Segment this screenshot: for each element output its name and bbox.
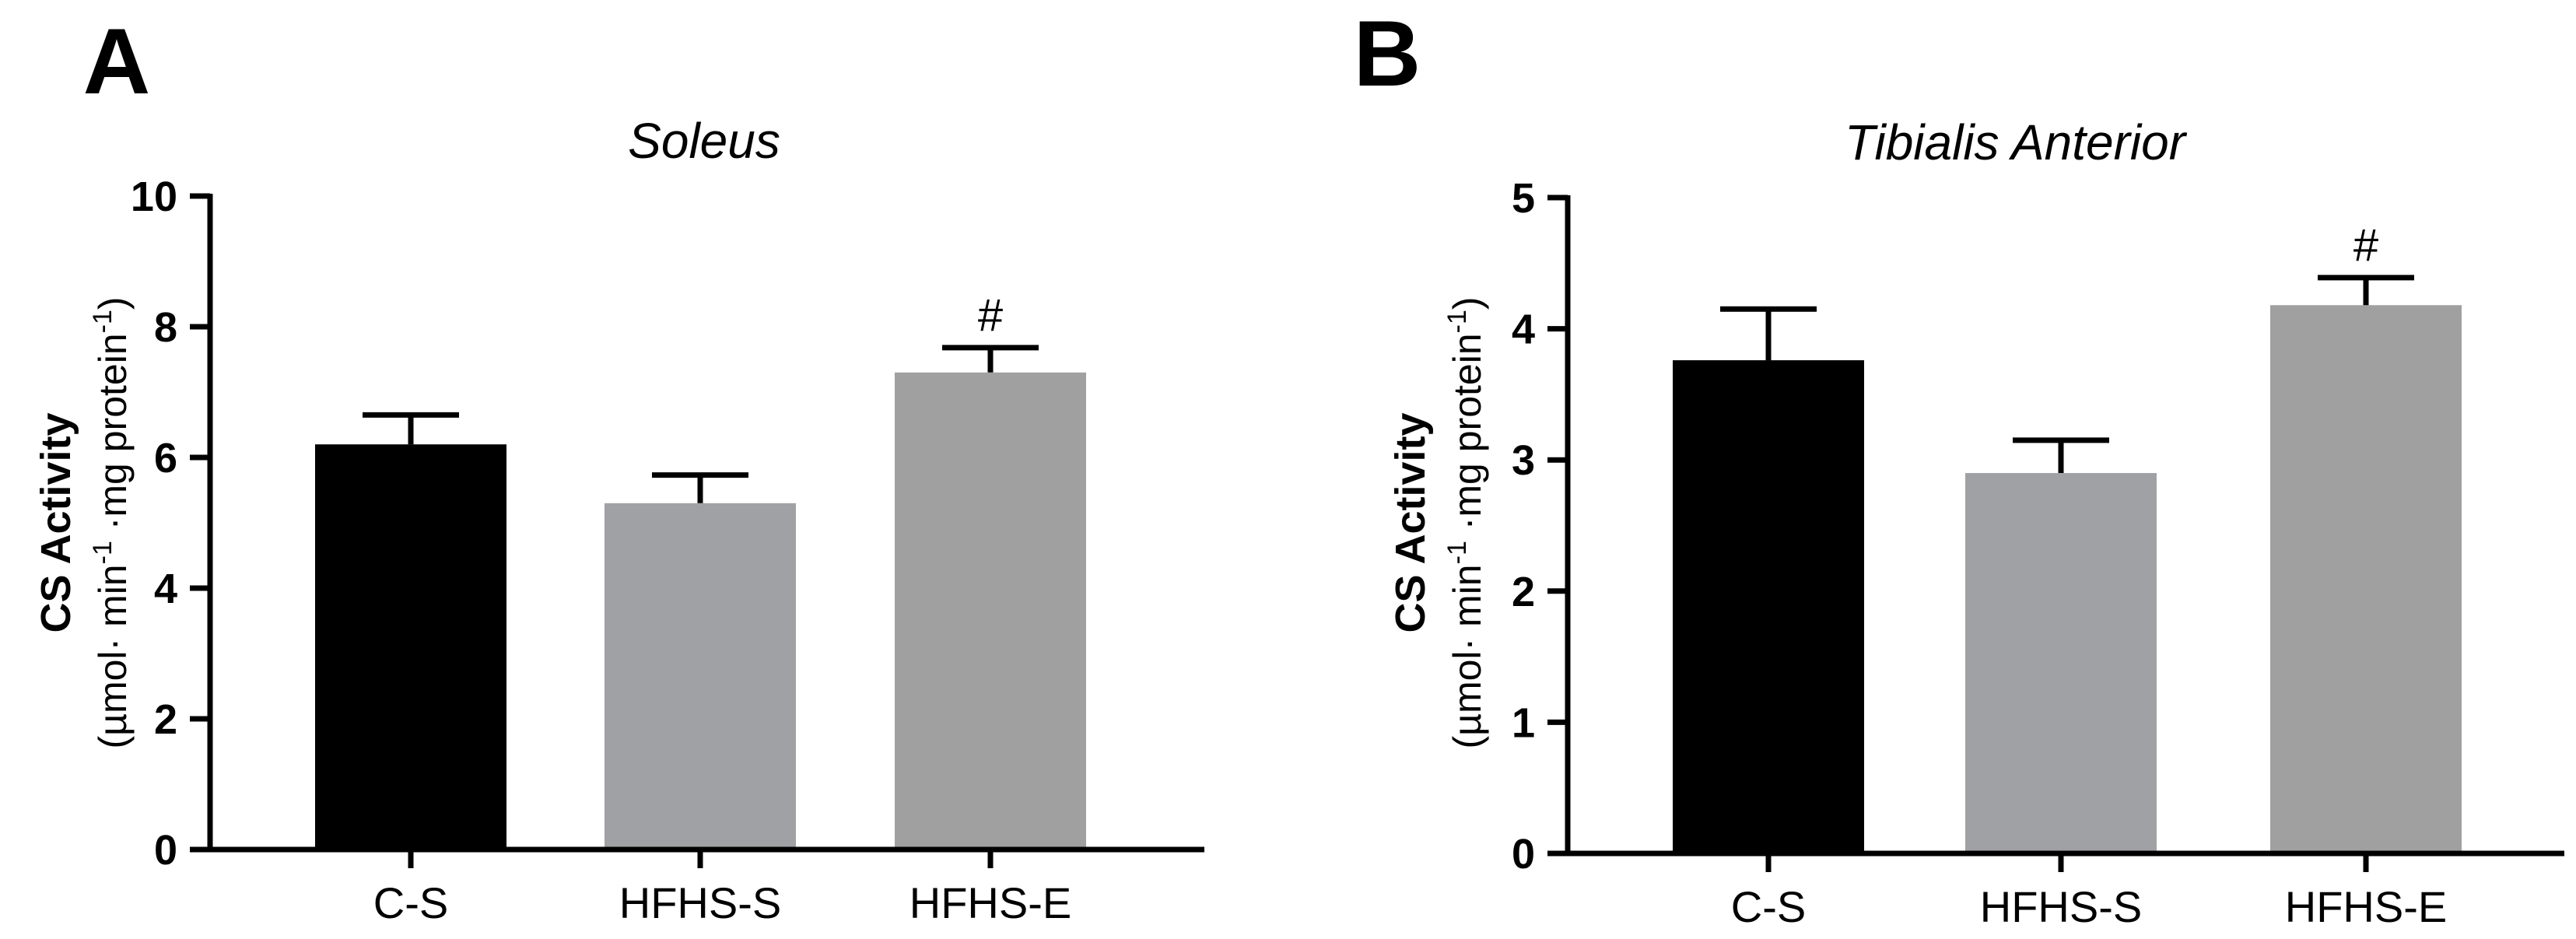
y-axis-label-main: CS Activity	[1387, 412, 1434, 632]
y-tick-label: 1	[1512, 699, 1535, 746]
unit-text: (µmol· min	[91, 564, 135, 748]
unit-superscript: -1	[88, 541, 117, 564]
y-tick-label: 8	[154, 304, 177, 351]
unit-superscript: -1	[88, 310, 117, 333]
bar-hfhs-e	[895, 372, 1086, 850]
x-tick-label: C-S	[1731, 882, 1806, 931]
bar-c-s	[1673, 360, 1864, 854]
y-tick-label: 10	[131, 173, 177, 220]
y-axis-label: CS Activity(µmol· min-1 ·mg protein-1)	[33, 296, 135, 748]
y-axis-label: CS Activity(µmol· min-1 ·mg protein-1)	[1387, 296, 1489, 748]
x-tick-label: HFHS-E	[2285, 882, 2447, 931]
unit-text: (µmol· min	[1446, 564, 1489, 748]
y-tick-label: 2	[154, 696, 177, 743]
x-tick-label: HFHS-S	[1980, 882, 2142, 931]
y-axis-label-main: CS Activity	[33, 412, 79, 632]
unit-text: )	[91, 296, 135, 310]
bar-c-s	[315, 444, 506, 850]
unit-text: )	[1446, 296, 1489, 310]
bar-hfhs-e	[2270, 305, 2462, 853]
panel-letter-b: B	[1354, 2, 1421, 106]
x-tick-label: HFHS-S	[619, 878, 781, 927]
y-tick-label: 4	[1512, 307, 1535, 353]
y-tick-label: 3	[1512, 437, 1535, 484]
y-axis-label-units: (µmol· min-1 ·mg protein-1)	[88, 296, 135, 748]
unit-superscript: -1	[1442, 541, 1472, 564]
y-tick-label: 2	[1512, 569, 1535, 615]
bar-hfhs-s	[605, 503, 796, 850]
x-tick-label: C-S	[373, 878, 448, 927]
x-tick-label: HFHS-E	[909, 878, 1071, 927]
y-tick-label: 4	[154, 566, 177, 612]
unit-superscript: -1	[1442, 310, 1472, 333]
unit-text: ·mg protein	[1446, 333, 1489, 541]
chart-panel-a: A Soleus CS Activity (µmol· min-1 ·mg prote…	[33, 9, 1204, 927]
unit-text: ·mg protein	[91, 333, 135, 541]
chart-title: Soleus	[628, 113, 780, 169]
y-tick-label: 0	[154, 827, 177, 874]
chart-title: Tibialis Anterior	[1845, 114, 2188, 170]
panel-letter-a: A	[83, 9, 151, 114]
y-tick-label: 0	[1512, 831, 1535, 878]
chart-panel-b: B Tibialis Anterior CS Activity (µmol· min-…	[1288, 0, 2576, 939]
y-tick-label: 5	[1512, 175, 1535, 222]
y-tick-label: 6	[154, 435, 177, 482]
y-axis-label-units: (µmol· min-1 ·mg protein-1)	[1442, 296, 1489, 748]
significance-marker: #	[978, 290, 1003, 341]
significance-marker: #	[2353, 220, 2378, 271]
bar-hfhs-s	[1965, 473, 2157, 853]
